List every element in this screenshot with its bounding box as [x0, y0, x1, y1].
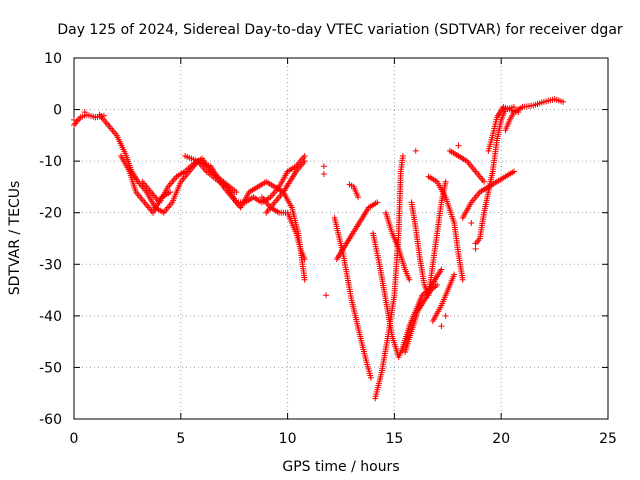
data-point — [438, 323, 445, 330]
x-tick-label: 5 — [176, 431, 185, 447]
data-point — [442, 312, 449, 319]
data-point — [481, 178, 488, 185]
data-point — [468, 220, 475, 227]
x-tick-label: 0 — [70, 431, 79, 447]
data-point — [355, 194, 362, 201]
x-tick-label: 10 — [279, 431, 297, 447]
x-tick-label: 25 — [599, 431, 617, 447]
y-tick-label: -20 — [39, 206, 62, 222]
data-point — [406, 276, 413, 283]
data-point — [455, 142, 462, 149]
data-point — [367, 374, 374, 381]
data-series — [71, 96, 567, 402]
data-point — [92, 114, 99, 121]
y-tick-label: -30 — [39, 257, 62, 273]
data-point — [81, 109, 88, 116]
data-point — [301, 256, 308, 263]
y-tick-label: -10 — [39, 154, 62, 170]
x-tick-labels: 0 5 10 15 20 25 — [70, 431, 617, 447]
x-tick-label: 20 — [492, 431, 510, 447]
x-axis-label: GPS time / hours — [282, 459, 399, 475]
chart-title: Day 125 of 2024, Sidereal Day-to-day VTE… — [57, 22, 623, 38]
y-tick-label: 0 — [53, 103, 62, 119]
data-point — [399, 152, 406, 159]
data-point — [412, 147, 419, 154]
data-point — [434, 281, 441, 288]
data-point — [323, 292, 330, 299]
data-point — [301, 158, 308, 165]
data-point — [438, 266, 445, 273]
data-point — [71, 116, 77, 123]
axis-ticks — [73, 57, 609, 420]
data-point — [301, 152, 308, 159]
grid-lines — [74, 58, 608, 419]
data-point — [167, 189, 174, 196]
data-point — [560, 98, 567, 105]
y-tick-label: -40 — [39, 309, 62, 325]
plot-frame — [73, 57, 609, 420]
data-point — [320, 163, 327, 170]
y-tick-label: 10 — [44, 51, 62, 67]
data-point — [511, 168, 518, 175]
data-point — [301, 276, 308, 283]
data-point — [320, 171, 327, 178]
data-point — [459, 276, 466, 283]
data-point — [472, 245, 479, 252]
x-tick-label: 15 — [385, 431, 403, 447]
data-point — [451, 271, 458, 278]
data-point — [442, 178, 449, 185]
data-point — [374, 199, 381, 206]
y-axis-label: SDTVAR / TECUs — [7, 181, 23, 296]
y-tick-labels: 10 0 -10 -20 -30 -40 -50 -60 — [39, 51, 62, 428]
y-tick-label: -50 — [39, 360, 62, 376]
y-tick-label: -60 — [39, 412, 62, 428]
data-point — [233, 189, 240, 196]
